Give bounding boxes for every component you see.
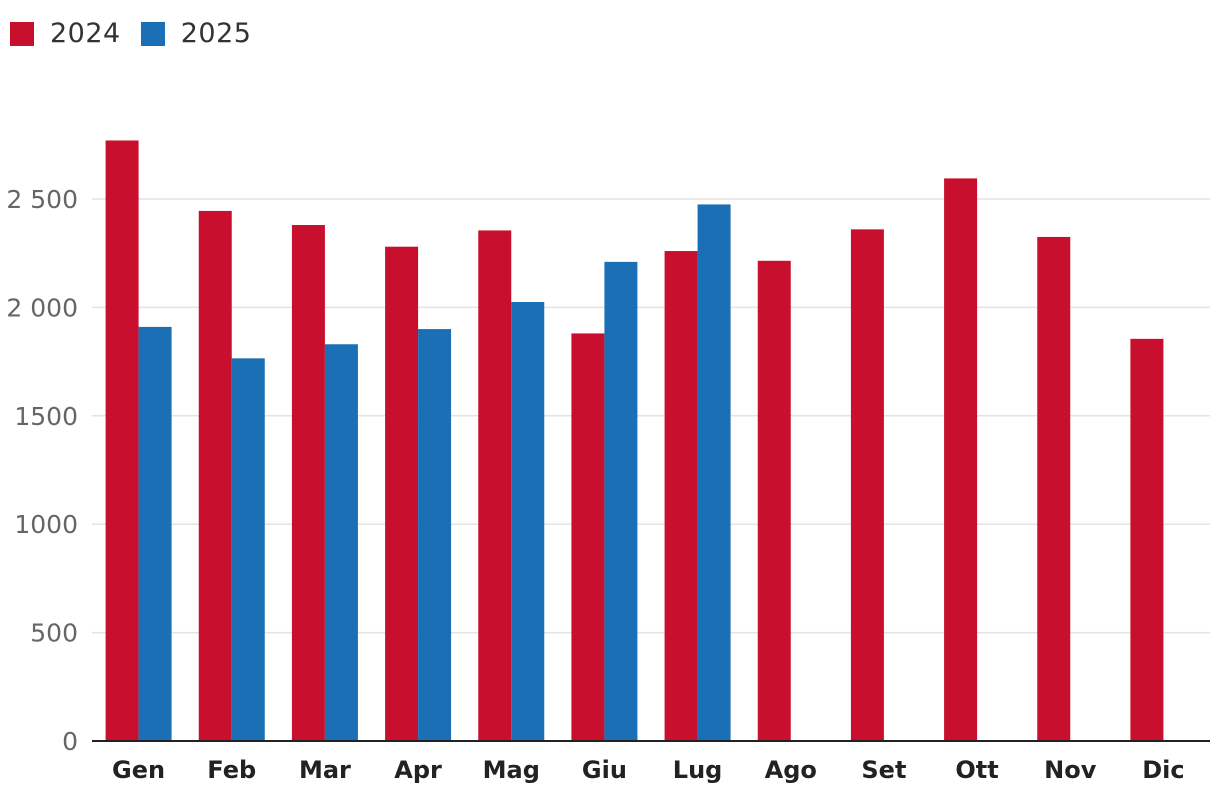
bars (105, 140, 1164, 742)
bar-2025-Feb (231, 358, 265, 741)
y-tick-label: 2 500 (6, 185, 78, 214)
y-tick-label: 1000 (14, 510, 78, 539)
legend-item-2024: 2024 (10, 18, 121, 49)
y-axis-ticks: 0 500 1000 1500 2 000 2 500 (6, 185, 78, 756)
x-tick-label-Giu: Giu (582, 756, 627, 784)
x-tick-label-Lug: Lug (673, 756, 723, 784)
bar-2024-Lug (664, 251, 698, 742)
x-axis-ticks: Gen Feb Mar Apr Mag Giu Lug Ago Set Ott Nov Dic (112, 756, 1185, 784)
bar-2024-Nov (1037, 236, 1071, 741)
x-tick-label-Mar: Mar (299, 756, 351, 784)
x-tick-label-Set: Set (861, 756, 906, 784)
bar-2025-Apr (418, 329, 452, 741)
bar-2024-Ago (757, 260, 791, 741)
bar-2025-Giu (604, 261, 638, 741)
x-tick-label-Dic: Dic (1142, 756, 1184, 784)
y-tick-label: 2 000 (6, 293, 78, 322)
bar-2024-Ott (944, 178, 978, 742)
bar-2024-Mag (478, 230, 512, 741)
gridlines (92, 198, 1210, 634)
x-tick-label-Mag: Mag (483, 756, 540, 784)
x-tick-label-Feb: Feb (207, 756, 256, 784)
bar-2024-Apr (385, 246, 419, 742)
legend-item-2025: 2025 (140, 18, 252, 49)
bar-2025-Lug (697, 204, 731, 742)
bar-2024-Gen (105, 140, 139, 742)
x-tick-label-Gen: Gen (112, 756, 165, 784)
legend: 2024 2025 (10, 18, 271, 49)
bar-2024-Giu (571, 333, 605, 741)
bar-2024-Dic (1130, 338, 1164, 741)
x-tick-label-Ago: Ago (765, 756, 817, 784)
x-tick-label-Nov: Nov (1044, 756, 1097, 784)
legend-swatch-2025 (140, 21, 165, 46)
bar-2024-Mar (291, 225, 325, 742)
x-tick-label-Apr: Apr (394, 756, 442, 784)
legend-label-2024: 2024 (50, 18, 121, 49)
x-tick-label-Ott: Ott (955, 756, 998, 784)
bar-2024-Set (850, 229, 884, 742)
bar-2024-Feb (198, 210, 232, 741)
legend-swatch-2024 (10, 21, 34, 46)
bar-2025-Gen (138, 326, 172, 741)
y-tick-label: 0 (62, 727, 78, 756)
y-tick-label: 500 (30, 619, 78, 648)
bar-2025-Mar (324, 344, 358, 741)
legend-label-2025: 2025 (180, 18, 252, 49)
bar-2025-Mag (511, 301, 545, 741)
y-tick-label: 1500 (14, 402, 78, 431)
